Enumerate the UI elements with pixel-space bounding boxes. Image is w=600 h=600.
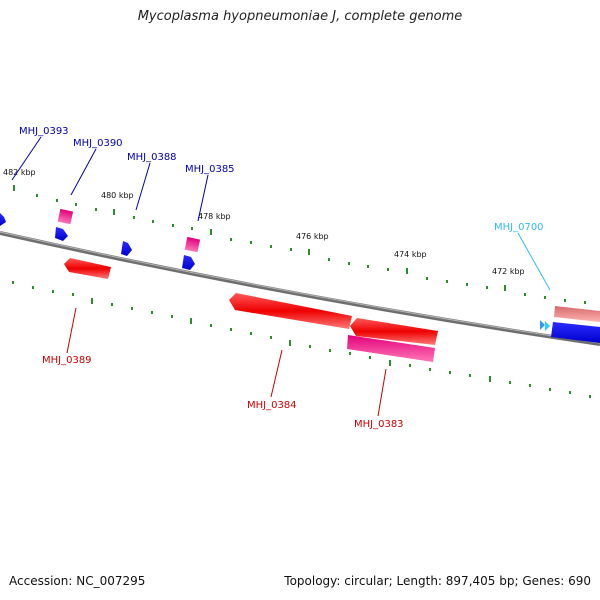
gene-feature-mhj-0700-arrow-1[interactable] [540, 320, 545, 330]
gene-feature-mhj-0385-arrow[interactable] [182, 255, 195, 270]
genome-backbone [0, 231, 600, 346]
gene-label-mhj-0384[interactable]: MHJ_0384 [247, 400, 297, 411]
gene-label-mhj-0700[interactable]: MHJ_0700 [494, 222, 544, 233]
tick-label-472: 472 kbp [492, 267, 525, 276]
leader-line-mhj-0390 [70, 148, 97, 196]
gene-feature-mhj-0383-other[interactable] [347, 335, 435, 362]
leader-line-mhj-0700 [517, 232, 551, 291]
gene-feature-mhj-0700[interactable] [551, 322, 600, 343]
genome-backbone-highlight [0, 231, 600, 344]
gene-label-mhj-0389[interactable]: MHJ_0389 [42, 355, 92, 366]
tick-label-480: 480 kbp [101, 191, 134, 200]
map-title: Mycoplasma hyopneumoniae J, complete gen… [137, 9, 463, 24]
gene-feature-mhj-0383[interactable] [350, 318, 438, 345]
gene-feature-mhj-0389[interactable] [64, 258, 111, 279]
gene-feature-mhj-0700-arrow-2[interactable] [545, 321, 550, 331]
genome-summary-text: Topology: circular; Length: 897,405 bp; … [284, 574, 591, 588]
leader-line-mhj-0384 [270, 349, 283, 398]
gene-label-mhj-0388[interactable]: MHJ_0388 [127, 152, 177, 163]
tick-label-478: 478 kbp [198, 212, 231, 221]
gene-label-mhj-0385[interactable]: MHJ_0385 [185, 164, 235, 175]
leader-line-mhj-0388 [135, 162, 151, 211]
leader-line-mhj-0389 [66, 307, 77, 354]
gene-feature-mhj-0390[interactable] [57, 208, 74, 225]
gene-feature-mhj-0388[interactable] [121, 241, 132, 256]
gene-label-mhj-0383[interactable]: MHJ_0383 [354, 419, 404, 430]
gene-feature-mhj-0385[interactable] [184, 236, 201, 253]
leader-line-mhj-0385 [197, 174, 209, 222]
accession-text: Accession: NC_007295 [9, 574, 146, 588]
tick-label-482: 482 kbp [3, 168, 36, 177]
gene-feature-mhj-0393[interactable] [0, 213, 6, 226]
gene-feature-mhj-0384[interactable] [229, 293, 352, 329]
tick-label-476: 476 kbp [296, 232, 329, 241]
gene-label-mhj-0390[interactable]: MHJ_0390 [73, 138, 123, 149]
leader-line-mhj-0393 [11, 136, 42, 181]
inner-tick-track [12, 281, 591, 398]
leader-line-mhj-0383 [377, 368, 387, 417]
gene-label-mhj-0393[interactable]: MHJ_0393 [19, 126, 69, 137]
outer-tick-track [13, 185, 586, 304]
gene-feature-mhj-0390-arrow[interactable] [55, 227, 68, 241]
gene-feature-mhj-0700-other[interactable] [554, 306, 600, 322]
tick-label-474: 474 kbp [394, 250, 427, 259]
